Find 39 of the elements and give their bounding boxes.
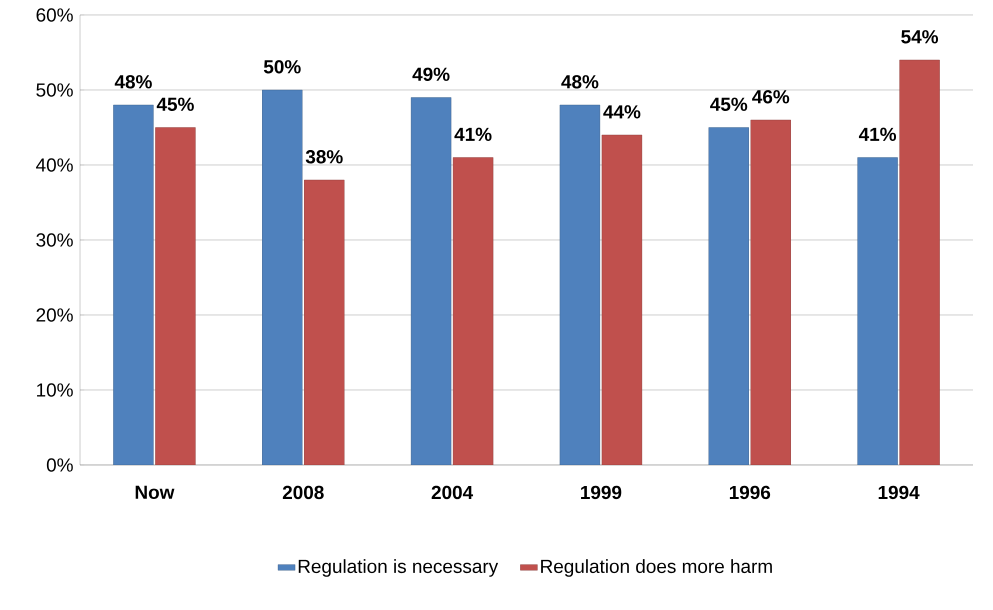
y-tick-label: 0% (46, 458, 73, 472)
y-tick-label: 50% (36, 83, 73, 97)
data-label: 45% (710, 98, 748, 111)
bar (857, 157, 898, 465)
x-tick-label: Now (136, 486, 174, 499)
bar (155, 127, 196, 465)
data-label: 48% (114, 75, 152, 88)
bar (750, 120, 791, 465)
legend-label: Regulation is necessary (298, 559, 498, 577)
data-label: 48% (561, 75, 598, 88)
bar (113, 104, 154, 465)
x-tick-label: 2008 (282, 486, 324, 500)
y-tick-label: 30% (36, 233, 73, 247)
data-label: 41% (858, 128, 896, 141)
data-label: 44% (603, 105, 640, 118)
x-tick-label: 1999 (581, 486, 622, 500)
data-label: 46% (752, 90, 790, 104)
x-tick-label: 2004 (432, 486, 474, 500)
y-tick-label: 10% (37, 383, 73, 397)
bar (410, 97, 452, 465)
bar (304, 180, 344, 465)
bar (560, 104, 600, 465)
x-tick-label: 1996 (730, 486, 770, 500)
data-label: 45% (156, 98, 194, 111)
bar (602, 134, 642, 465)
y-tick-label: 60% (36, 8, 73, 22)
data-label: 38% (306, 150, 343, 164)
data-label: 49% (412, 68, 450, 81)
y-tick-label: 40% (36, 158, 73, 172)
data-label: 54% (901, 30, 938, 44)
legend-label: Regulation does more harm (541, 559, 772, 577)
x-tick-label: 1994 (878, 486, 920, 500)
bar (708, 127, 749, 465)
bar (899, 60, 940, 465)
y-tick-label: 20% (36, 308, 73, 322)
bar (452, 157, 494, 465)
data-label: 41% (454, 128, 492, 141)
data-label: 50% (264, 60, 301, 74)
bar (262, 90, 302, 465)
